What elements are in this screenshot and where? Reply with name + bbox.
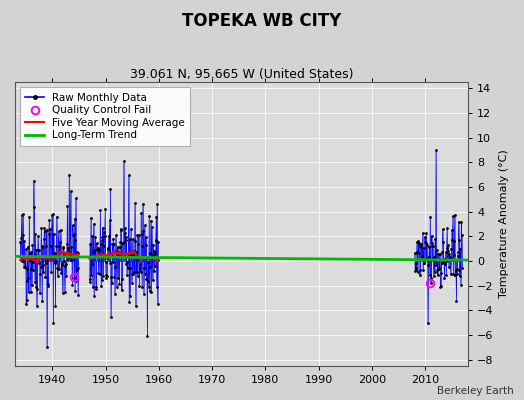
Y-axis label: Temperature Anomaly (°C): Temperature Anomaly (°C) bbox=[499, 150, 509, 298]
Text: Berkeley Earth: Berkeley Earth bbox=[437, 386, 514, 396]
Title: 39.061 N, 95.665 W (United States): 39.061 N, 95.665 W (United States) bbox=[130, 68, 353, 81]
Text: TOPEKA WB CITY: TOPEKA WB CITY bbox=[182, 12, 342, 30]
Legend: Raw Monthly Data, Quality Control Fail, Five Year Moving Average, Long-Term Tren: Raw Monthly Data, Quality Control Fail, … bbox=[20, 87, 190, 146]
